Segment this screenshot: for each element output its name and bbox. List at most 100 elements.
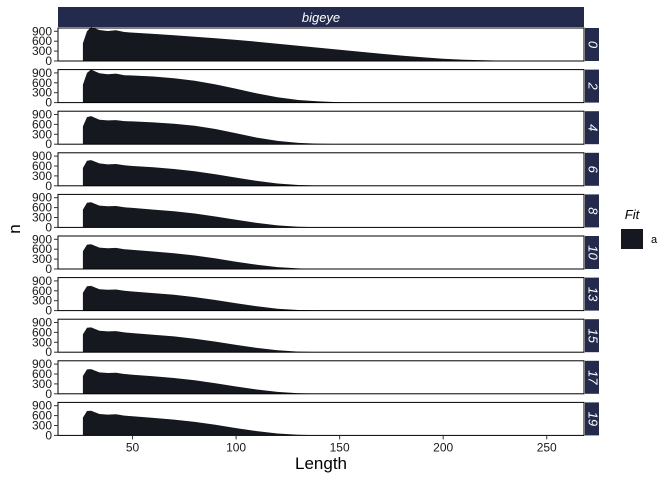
facet-strip-right-4 [585, 111, 599, 145]
y-tick-label-0-300: 300 [32, 44, 52, 58]
facet-strip-right-13 [585, 277, 599, 311]
y-tick-label-13-600: 600 [32, 284, 52, 298]
area-series-15 [82, 327, 585, 353]
y-tick-label-10-900: 900 [32, 232, 52, 246]
facet-strip-right-15 [585, 319, 599, 353]
area-series-17 [82, 369, 585, 394]
facet-strip-right-label-13: 13 [586, 287, 601, 302]
y-tick-label-15-900: 900 [32, 316, 52, 330]
x-axis-title: Length [295, 454, 347, 473]
facet-strip-right-19 [585, 402, 599, 436]
area-series-0 [82, 27, 585, 61]
y-tick-label-6-300: 300 [32, 169, 52, 183]
facet-strip-right-label-6: 6 [586, 166, 601, 174]
y-tick-label-4-0: 0 [45, 137, 52, 151]
y-tick-label-2-900: 900 [32, 66, 52, 80]
y-tick-label-15-300: 300 [32, 335, 52, 349]
y-tick-label-10-300: 300 [32, 252, 52, 266]
y-tick-label-8-300: 300 [32, 211, 52, 225]
y-tick-label-6-600: 600 [32, 159, 52, 173]
panel-border-10 [57, 235, 585, 270]
facet-strip-right-10 [585, 236, 599, 269]
y-tick-label-8-600: 600 [32, 201, 52, 215]
y-tick-label-10-600: 600 [32, 242, 52, 256]
facet-strip-right-6 [585, 152, 599, 186]
x-tick-label-250: 250 [537, 440, 557, 454]
y-tick-label-2-300: 300 [32, 86, 52, 100]
facet-strip-right-2 [585, 69, 599, 103]
y-tick-label-19-900: 900 [32, 399, 52, 413]
facet-strip-right-8 [585, 194, 599, 228]
x-tick-label-100: 100 [226, 440, 246, 454]
y-axis-title: n [5, 224, 24, 233]
y-tick-label-15-600: 600 [32, 325, 52, 339]
facet-strip-right-label-0: 0 [586, 41, 601, 49]
area-series-6 [82, 160, 585, 186]
legend: Fit a [621, 207, 658, 249]
panel-border-17 [57, 360, 585, 395]
y-tick-label-2-600: 600 [32, 76, 52, 90]
y-tick-label-0-600: 600 [32, 34, 52, 48]
area-series-13 [82, 285, 585, 311]
x-tick-label-50: 50 [126, 440, 140, 454]
y-tick-label-13-900: 900 [32, 274, 52, 288]
facet-strip-right-label-19: 19 [586, 412, 601, 426]
y-tick-label-4-300: 300 [32, 127, 52, 141]
x-tick-label-150: 150 [330, 440, 350, 454]
y-tick-label-17-0: 0 [45, 387, 52, 401]
legend-label-a: a [651, 234, 658, 246]
panel-border-2 [57, 69, 585, 104]
y-tick-label-13-0: 0 [45, 304, 52, 318]
y-tick-label-8-0: 0 [45, 220, 52, 234]
panel-border-13 [57, 277, 585, 312]
y-tick-label-17-900: 900 [32, 357, 52, 371]
y-tick-label-17-600: 600 [32, 367, 52, 381]
facet-panels: 0300600900003006009002030060090040300600… [32, 24, 601, 442]
panel-border-15 [57, 318, 585, 353]
y-tick-label-8-900: 900 [32, 191, 52, 205]
y-tick-label-6-900: 900 [32, 149, 52, 163]
y-tick-label-0-900: 900 [32, 24, 52, 38]
y-tick-label-6-0: 0 [45, 179, 52, 193]
y-tick-label-19-0: 0 [45, 428, 52, 442]
y-tick-label-13-300: 300 [32, 294, 52, 308]
facet-strip-right-label-17: 17 [586, 370, 601, 385]
panel-border-8 [57, 193, 585, 228]
y-tick-label-0-0: 0 [45, 54, 52, 68]
panel-border-4 [57, 110, 585, 145]
facet-strip-top-label: bigeye [302, 10, 340, 25]
y-tick-label-15-0: 0 [45, 345, 52, 359]
facet-strip-top-background [58, 7, 584, 27]
facet-strip-right-17 [585, 360, 599, 394]
legend-swatch-a [621, 229, 643, 249]
y-tick-label-19-600: 600 [32, 409, 52, 423]
area-series-2 [82, 69, 585, 103]
y-tick-label-17-300: 300 [32, 377, 52, 391]
y-tick-label-19-300: 300 [32, 419, 52, 433]
panel-border-6 [57, 152, 585, 187]
facet-strip-right-label-15: 15 [586, 328, 601, 343]
y-tick-label-4-600: 600 [32, 117, 52, 131]
x-axis: 50 100 150 200 250 [126, 435, 557, 454]
panel-border-0 [57, 27, 585, 62]
facet-strip-right-0 [585, 28, 599, 61]
area-series-19 [82, 410, 585, 436]
facet-strip-right-label-8: 8 [586, 207, 601, 215]
x-tick-label-200: 200 [433, 440, 453, 454]
facet-strip-top: bigeye [58, 7, 584, 27]
facet-strip-right-label-10: 10 [586, 245, 601, 260]
y-tick-label-2-0: 0 [45, 96, 52, 110]
y-tick-label-4-900: 900 [32, 108, 52, 122]
panel-border-19 [57, 401, 585, 436]
